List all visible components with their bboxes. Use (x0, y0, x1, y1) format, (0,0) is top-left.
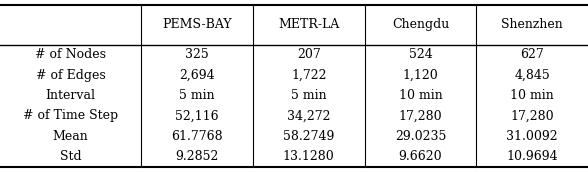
Text: 207: 207 (297, 48, 320, 61)
Text: 1,120: 1,120 (403, 69, 438, 82)
Text: 31.0092: 31.0092 (506, 130, 558, 143)
Text: 9.2852: 9.2852 (175, 150, 219, 163)
Text: 5 min: 5 min (179, 89, 215, 102)
Text: Shenzhen: Shenzhen (501, 18, 563, 31)
Text: # of Nodes: # of Nodes (35, 48, 106, 61)
Text: 17,280: 17,280 (510, 109, 554, 122)
Text: Interval: Interval (45, 89, 96, 102)
Text: 627: 627 (520, 48, 544, 61)
Text: 9.6620: 9.6620 (399, 150, 442, 163)
Text: 17,280: 17,280 (399, 109, 442, 122)
Text: 58.2749: 58.2749 (283, 130, 335, 143)
Text: # of Time Step: # of Time Step (23, 109, 118, 122)
Text: Std: Std (60, 150, 81, 163)
Text: 10.9694: 10.9694 (506, 150, 558, 163)
Text: 524: 524 (409, 48, 432, 61)
Text: 4,845: 4,845 (514, 69, 550, 82)
Text: 325: 325 (185, 48, 209, 61)
Text: 34,272: 34,272 (287, 109, 330, 122)
Text: 10 min: 10 min (510, 89, 554, 102)
Text: Chengdu: Chengdu (392, 18, 449, 31)
Text: 5 min: 5 min (291, 89, 326, 102)
Text: 10 min: 10 min (399, 89, 442, 102)
Text: 13.1280: 13.1280 (283, 150, 335, 163)
Text: 29.0235: 29.0235 (395, 130, 446, 143)
Text: 52,116: 52,116 (175, 109, 219, 122)
Text: # of Edges: # of Edges (36, 69, 105, 82)
Text: METR-LA: METR-LA (278, 18, 339, 31)
Text: Mean: Mean (53, 130, 88, 143)
Text: 1,722: 1,722 (291, 69, 326, 82)
Text: 2,694: 2,694 (179, 69, 215, 82)
Text: 61.7768: 61.7768 (171, 130, 223, 143)
Text: PEMS-BAY: PEMS-BAY (162, 18, 232, 31)
